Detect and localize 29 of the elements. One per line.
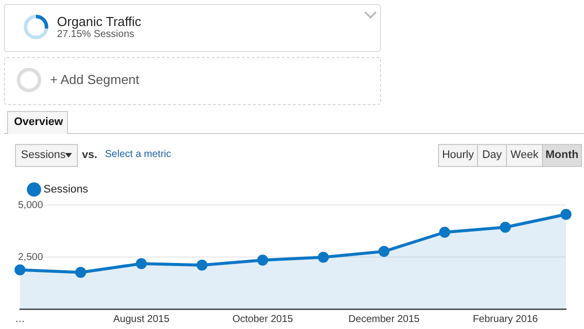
- text: Week: [506, 144, 543, 167]
- point: [14, 264, 26, 276]
- x-tick-label: August 2015: [113, 314, 170, 325]
- y-tick-label: 5,000: [18, 200, 44, 211]
- point: [439, 226, 450, 238]
- text: 27.15% Sessions: [57, 29, 134, 40]
- x-tick-label: October 2015: [232, 314, 294, 325]
- y-tick-label: 2,500: [18, 252, 44, 263]
- x-tick-label: December 2015: [348, 314, 420, 325]
- point: [136, 258, 147, 270]
- text: vs.: [82, 149, 98, 161]
- text: Overview: [14, 116, 63, 128]
- point: [75, 266, 86, 278]
- text: Day: [477, 144, 507, 167]
- text: Sessions: [21, 149, 66, 161]
- point: [257, 254, 268, 266]
- x-tick-label: February 2016: [472, 314, 538, 325]
- point: [378, 246, 390, 257]
- legend-label: Sessions: [44, 184, 89, 196]
- text: Select a metric: [105, 149, 172, 160]
- text: Hourly: [438, 144, 478, 167]
- x-tick-label: …: [15, 314, 25, 325]
- text: Organic Traffic: [57, 14, 142, 29]
- point: [560, 208, 572, 220]
- point: [196, 260, 208, 271]
- text: Month: [542, 144, 582, 167]
- text: + Add Segment: [50, 72, 140, 87]
- point: [500, 222, 511, 233]
- point: [318, 252, 329, 263]
